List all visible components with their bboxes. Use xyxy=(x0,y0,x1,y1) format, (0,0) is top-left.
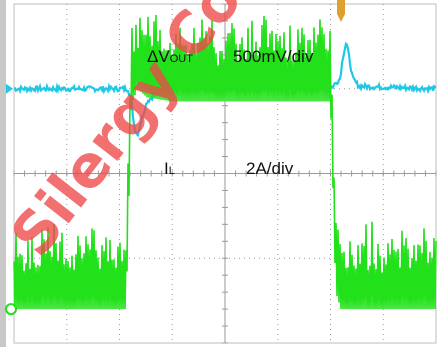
il-trace xyxy=(13,14,437,310)
il-ground-marker-icon xyxy=(5,303,17,316)
il-scale-label: 2A/div xyxy=(246,159,294,178)
il-series-label: IL xyxy=(164,159,175,178)
vout-series-label: ΔVOUT xyxy=(147,47,193,66)
vout-scale-label: 500mV/div xyxy=(233,47,314,66)
trigger-marker-icon xyxy=(337,0,345,22)
watermark-text: Silergy Corp xyxy=(0,0,298,269)
vout-ground-marker-icon xyxy=(6,83,13,94)
left-edge-strip xyxy=(0,0,6,347)
